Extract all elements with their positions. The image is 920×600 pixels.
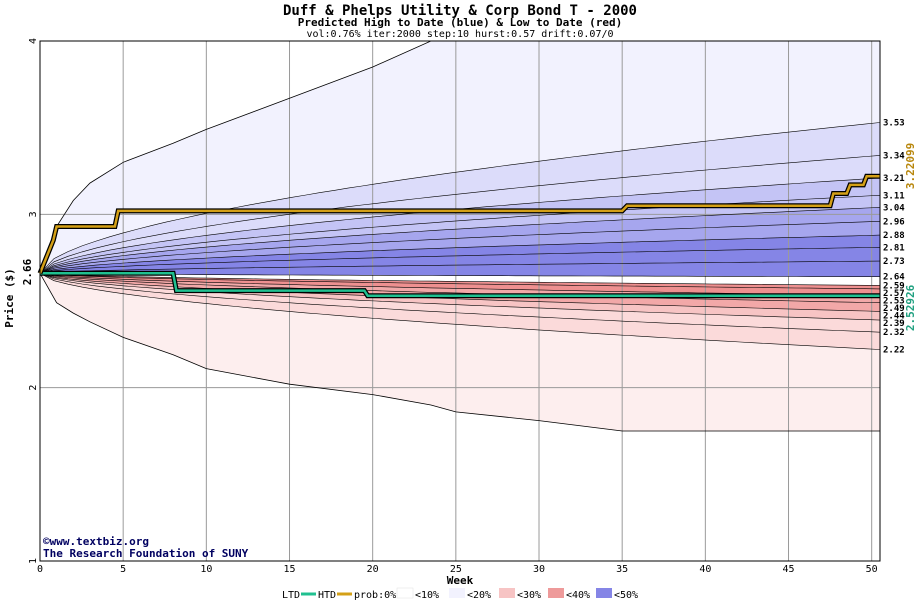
y-axis-label: Price ($) (3, 268, 16, 328)
band-low-4 (40, 273, 880, 321)
chart-title: Duff & Phelps Utility & Corp Bond T - 20… (283, 3, 637, 19)
band-low-1 (40, 273, 880, 296)
x-tick-label: 20 (367, 564, 379, 575)
contour-quantile-17 (39, 273, 881, 350)
contour-quantile-9 (39, 273, 880, 278)
quantile-end-label: 2.32 (883, 328, 905, 338)
y-tick-label: 3 (28, 211, 39, 217)
legend-swatch-10 (449, 588, 465, 598)
legend-swatch-0 (396, 587, 414, 599)
band-high-8 (40, 261, 880, 277)
htd-end-value: 3.22099 (904, 143, 917, 189)
chart-subtitle: Predicted High to Date (blue) & Low to D… (298, 16, 623, 29)
quantile-end-label: 2.96 (883, 217, 905, 227)
contour-quantile-3 (39, 195, 881, 274)
band-high-4 (40, 207, 880, 274)
quantile-end-label: 2.59 (883, 281, 905, 291)
y-tick-label: 4 (28, 38, 39, 44)
ltd-end-value: 2.52926 (904, 284, 917, 331)
quantile-end-label: 3.11 (883, 191, 905, 201)
quantile-end-label: 2.49 (883, 304, 905, 314)
band-high-2 (40, 177, 880, 274)
x-tick-label: 45 (782, 564, 794, 575)
legend-50-label: <50% (614, 590, 638, 600)
quantile-end-label: 2.22 (883, 346, 905, 356)
quantile-end-label: 2.39 (883, 319, 905, 329)
band-low-6 (40, 273, 880, 350)
series-lines (37, 173, 880, 299)
ltd-line (40, 272, 880, 298)
quantile-end-label: 2.44 (883, 311, 905, 321)
x-tick-label: 5 (120, 564, 126, 575)
band-high-0 (40, 122, 880, 274)
legend: LTD HTD prob:0% <10% <20% <30% <40% <50% (282, 587, 638, 600)
y-tick-label: 2 (28, 385, 39, 391)
band-high-1 (40, 155, 880, 274)
band-high-7 (40, 247, 880, 274)
x-tick-label: 40 (699, 564, 711, 575)
quantile-labels: 3.53 3.34 3.21 3.11 3.04 2.96 2.88 2.81 2.73 2.64… (883, 118, 905, 355)
credit-org: The Research Foundation of SUNY (43, 547, 249, 560)
quantile-end-label: 2.73 (883, 257, 905, 267)
x-tick-label: 50 (866, 564, 878, 575)
legend-10-label: <10% (415, 590, 439, 600)
htd-line (38, 174, 880, 274)
x-tick-label: 30 (533, 564, 545, 575)
credit-site: ©www.textbiz.org (43, 535, 149, 548)
axes: 0 5 10 15 20 25 30 35 40 45 50 1 2 3 4 (28, 38, 878, 575)
chart-params: vol:0.76% iter:2000 step:10 hurst:0.57 d… (306, 29, 613, 40)
quantile-end-label: 2.53 (883, 296, 905, 306)
contour-quantile-4 (39, 207, 881, 274)
band-low-5 (40, 273, 880, 333)
x-tick-label: 10 (200, 564, 212, 575)
quantile-end-label: 3.34 (883, 151, 905, 161)
y-tick-label: 1 (28, 558, 39, 564)
x-tick-label: 35 (616, 564, 628, 575)
legend-htd-label: HTD (318, 590, 336, 600)
contour-quantile-8 (39, 260, 881, 274)
legend-swatch-20 (499, 588, 515, 598)
quantile-end-label: 2.81 (883, 243, 905, 253)
contour-quantile-7 (39, 247, 881, 274)
contour-quantile-11 (39, 273, 881, 290)
quantile-end-label: 2.64 (883, 273, 905, 283)
quantile-contours (39, 40, 881, 432)
legend-swatch-40 (596, 588, 612, 598)
quantile-end-label: 3.21 (883, 174, 905, 184)
legend-ltd-label: LTD (282, 590, 300, 600)
x-tick-label: 0 (37, 564, 43, 575)
quantile-end-label: 3.53 (883, 118, 905, 128)
legend-prob-label: prob:0% (354, 590, 396, 600)
quantile-end-label: 3.04 (883, 203, 905, 213)
legend-20-label: <20% (467, 590, 491, 600)
x-tick-label: 15 (283, 564, 295, 575)
contour-quantile-1 (39, 155, 881, 274)
plot-frame (39, 40, 881, 562)
contour-quantile-6 (39, 234, 881, 274)
legend-swatch-30 (548, 588, 564, 598)
contour-quantile-10 (39, 273, 881, 286)
band-low-3 (40, 273, 880, 312)
start-price-label: 2.66 (21, 258, 34, 285)
contour-quantile-0 (39, 122, 881, 274)
x-tick-label: 25 (450, 564, 462, 575)
legend-30-label: <30% (517, 590, 541, 600)
band-high-6 (40, 235, 880, 274)
contour-quantile-14 (39, 273, 881, 312)
band-low-0 (40, 273, 880, 289)
quantile-end-label: 2.88 (883, 231, 905, 241)
contour-quantile-13 (39, 273, 881, 303)
legend-40-label: <40% (566, 590, 590, 600)
contour-outer-low (39, 273, 880, 432)
quantile-end-label: 2.57 (883, 289, 905, 299)
contour-quantile-16 (39, 273, 881, 333)
x-axis-label: Week (447, 574, 474, 587)
contour-quantile-5 (39, 221, 881, 274)
